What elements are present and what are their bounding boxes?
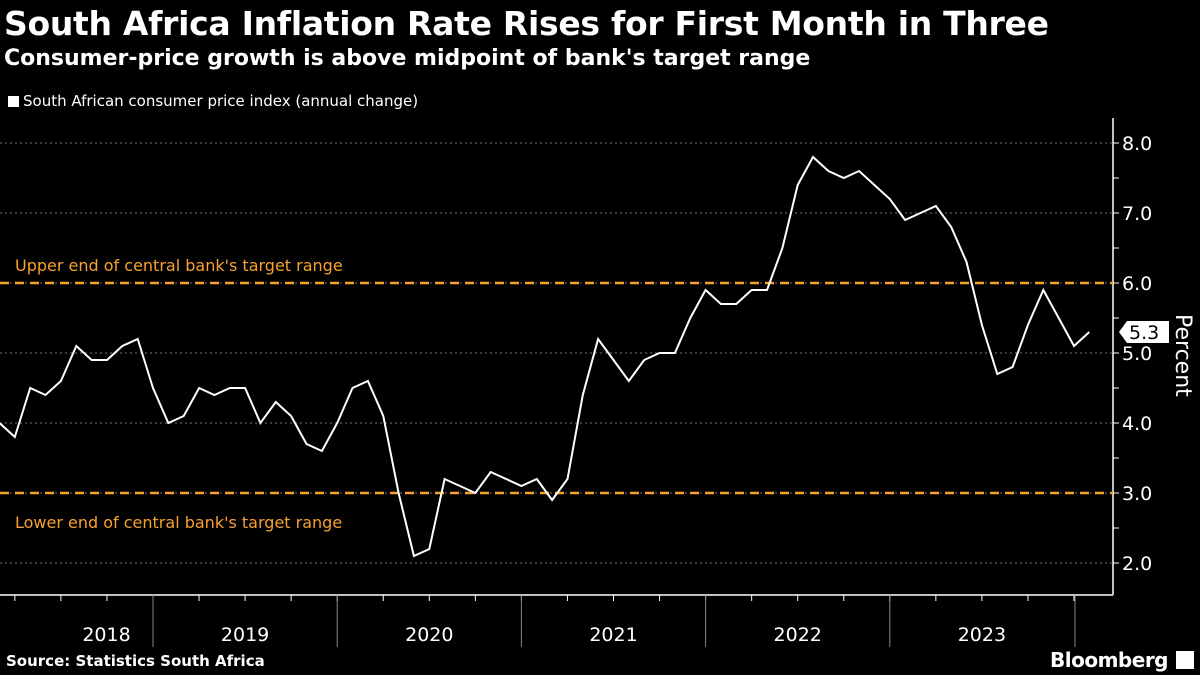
brand-mark-icon xyxy=(1176,651,1194,669)
x-tick-label: 2021 xyxy=(589,624,637,646)
x-tick-label: 2020 xyxy=(405,624,453,646)
last-value-tag xyxy=(1119,321,1169,343)
x-tick-label: 2023 xyxy=(958,624,1006,646)
y-tick-label: 3.0 xyxy=(1122,483,1152,505)
last-value-label: 5.3 xyxy=(1129,322,1159,344)
reference-label: Lower end of central bank's target range xyxy=(15,513,342,532)
y-tick-label: 2.0 xyxy=(1122,553,1152,575)
x-tick-label: 2022 xyxy=(774,624,822,646)
source-note: Source: Statistics South Africa xyxy=(6,652,265,670)
legend-label: South African consumer price index (annu… xyxy=(23,92,419,110)
y-tick-label: 7.0 xyxy=(1122,203,1152,225)
y-tick-label: 4.0 xyxy=(1122,413,1152,435)
x-tick-label: 2019 xyxy=(221,624,269,646)
chart-subtitle: Consumer-price growth is above midpoint … xyxy=(4,46,811,71)
cpi-series-line xyxy=(0,155,1090,558)
reference-label: Upper end of central bank's target range xyxy=(15,256,343,275)
y-axis-label: Percent xyxy=(1170,314,1195,397)
legend: South African consumer price index (annu… xyxy=(8,92,418,110)
y-tick-label: 6.0 xyxy=(1122,273,1152,295)
chart-title: South Africa Inflation Rate Rises for Fi… xyxy=(4,4,1049,43)
y-tick-label: 8.0 xyxy=(1122,133,1152,155)
y-tick-label: 5.0 xyxy=(1122,343,1152,365)
x-tick-label: 2018 xyxy=(82,624,130,646)
legend-swatch xyxy=(8,95,19,107)
brand-logo: Bloomberg xyxy=(1050,648,1168,672)
